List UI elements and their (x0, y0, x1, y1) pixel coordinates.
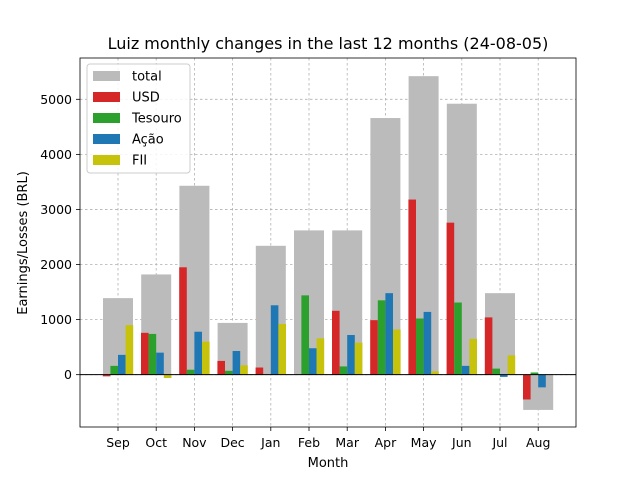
series-bars (102, 199, 546, 400)
usd-bar-jan (255, 367, 264, 375)
tesouro-bar-apr (377, 300, 386, 375)
fii-bar-dec (240, 365, 248, 375)
tesouro-bar-sep (110, 365, 118, 375)
x-tick-label: Dec (220, 435, 244, 450)
tesouro-bar-mar (339, 366, 348, 375)
a-o-bar-oct (156, 352, 164, 375)
usd-bar-jul (484, 317, 493, 375)
a-o-bar-mar (347, 335, 355, 375)
fii-bar-mar (354, 342, 363, 375)
x-tick-label: Sep (106, 435, 130, 450)
fii-bar-jul (507, 355, 516, 375)
a-o-bar-nov (194, 331, 202, 375)
chart-title: Luiz monthly changes in the last 12 mont… (108, 34, 549, 53)
usd-bar-nov (179, 267, 187, 375)
a-o-bar-feb (309, 348, 317, 375)
tesouro-bar-oct (148, 333, 157, 375)
tesouro-bar-jul (492, 368, 500, 375)
legend-swatch (93, 134, 120, 144)
fii-bar-apr (393, 329, 401, 375)
y-tick-label: 5000 (40, 92, 72, 107)
usd-bar-dec (217, 360, 225, 375)
tesouro-bar-jun (454, 302, 462, 375)
legend-box (86, 63, 191, 174)
fii-bar-jan (278, 324, 286, 375)
x-tick-label: May (411, 435, 437, 450)
usd-bar-may (408, 199, 416, 375)
x-tick-label: Jun (451, 435, 472, 450)
a-o-bar-aug (538, 374, 546, 388)
legend-label: FII (132, 154, 147, 169)
plot-frame (79, 57, 577, 428)
x-axis-label: Month (308, 456, 349, 471)
legend-label: USD (132, 91, 160, 106)
legend-swatch (93, 71, 120, 81)
tesouro-bar-may (416, 318, 424, 375)
x-tick-label: Mar (335, 435, 359, 450)
x-ticks: Sep Oct Nov Dec Jan Feb Mar Apr May Jun Jul Aug (106, 427, 550, 450)
tesouro-bar-dec (225, 370, 233, 375)
y-tick-label: 2000 (40, 257, 72, 272)
legend-label: Ação (132, 133, 164, 148)
y-ticks: 0 1000 2000 3000 4000 5000 (40, 92, 80, 382)
y-tick-label: 0 (64, 367, 72, 382)
tesouro-bar-feb (301, 295, 309, 375)
x-tick-label: Feb (298, 435, 320, 450)
x-tick-label: Apr (375, 435, 397, 450)
tesouro-bar-aug (530, 372, 539, 375)
a-o-bar-jun (461, 365, 470, 375)
usd-bar-sep (102, 374, 111, 377)
a-o-bar-may (423, 311, 432, 375)
legend-swatch (93, 113, 120, 123)
a-o-bar-sep (118, 354, 126, 375)
y-tick-label: 4000 (40, 147, 72, 162)
a-o-bar-jan (270, 305, 279, 375)
y-tick-label: 1000 (40, 312, 72, 327)
fii-bar-sep (125, 325, 134, 375)
legend-swatch (93, 155, 120, 165)
y-tick-label: 3000 (40, 202, 72, 217)
usd-bar-apr (370, 320, 378, 375)
usd-bar-aug (523, 374, 531, 400)
x-tick-label: Jan (260, 435, 280, 450)
legend-label: total (132, 70, 162, 85)
tesouro-bar-nov (186, 369, 195, 375)
x-tick-label: Jul (491, 435, 507, 450)
legend-swatch (93, 92, 120, 102)
x-tick-label: Nov (182, 435, 207, 450)
legend-label: Tesouro (131, 112, 182, 127)
fii-bar-may (431, 371, 439, 375)
usd-bar-jun (446, 222, 455, 375)
legend: total USD Tesouro Ação FII (86, 63, 191, 174)
usd-bar-mar (332, 310, 340, 375)
y-axis-label: Earnings/Losses (BRL) (16, 171, 31, 315)
a-o-bar-jul (500, 374, 508, 377)
a-o-bar-apr (385, 293, 393, 375)
fii-bar-nov (202, 341, 210, 375)
x-tick-label: Oct (145, 435, 167, 450)
fii-bar-feb (316, 338, 325, 375)
fii-bar-oct (163, 374, 172, 378)
a-o-bar-dec (232, 350, 241, 375)
usd-bar-oct (141, 332, 149, 375)
x-tick-label: Aug (526, 435, 550, 450)
fii-bar-jun (469, 338, 477, 375)
